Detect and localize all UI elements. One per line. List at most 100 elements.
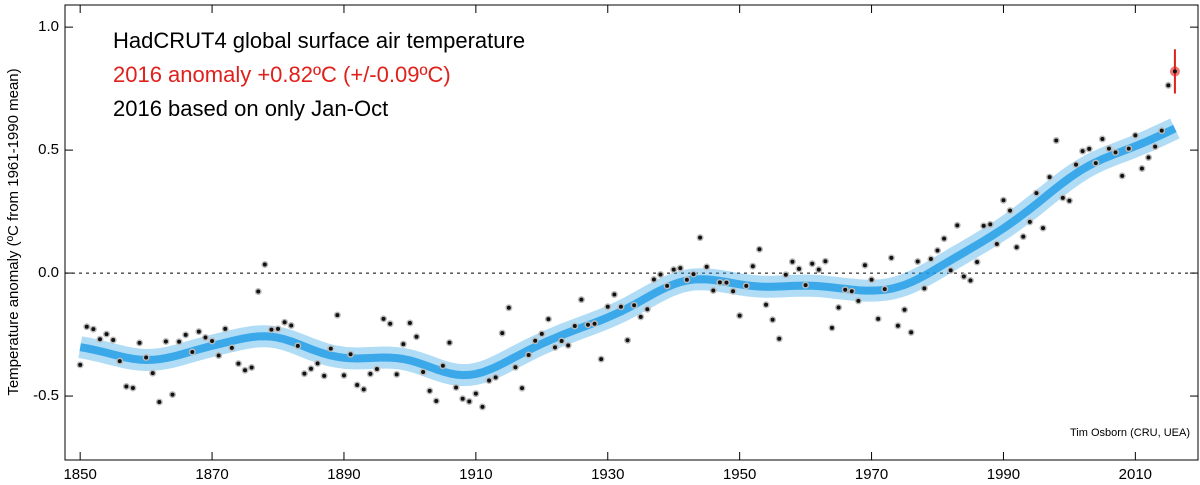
x-tick-label: 1930: [591, 466, 624, 483]
point: [665, 283, 670, 288]
point: [421, 369, 426, 374]
point: [849, 289, 854, 294]
point: [1133, 133, 1138, 138]
point: [559, 338, 564, 343]
point: [447, 340, 452, 345]
point: [480, 404, 485, 409]
point: [975, 260, 980, 265]
point: [1120, 173, 1125, 178]
x-tick-label: 1870: [195, 466, 228, 483]
point: [434, 398, 439, 403]
chart-note: 2016 based on only Jan-Oct: [113, 96, 388, 121]
point: [117, 359, 122, 364]
point: [942, 236, 947, 241]
x-tick-label: 1970: [855, 466, 888, 483]
point: [797, 266, 802, 271]
point: [1100, 137, 1105, 142]
point: [78, 362, 83, 367]
point: [895, 323, 900, 328]
point: [150, 371, 155, 376]
point: [823, 259, 828, 264]
point: [645, 307, 650, 312]
point: [170, 392, 175, 397]
point: [876, 316, 881, 321]
point: [968, 278, 973, 283]
y-axis-label: Temperature anomaly (ºC from 1961-1990 m…: [5, 68, 22, 395]
y-tick-label: -0.5: [33, 387, 59, 404]
point: [335, 313, 340, 318]
point: [599, 357, 604, 362]
x-tick-label: 2010: [1119, 466, 1152, 483]
point: [724, 280, 729, 285]
y-tick-label: 0.5: [38, 141, 59, 158]
point: [526, 352, 531, 357]
point: [506, 305, 511, 310]
point: [915, 259, 920, 264]
point: [1001, 198, 1006, 203]
point: [130, 385, 135, 390]
point: [381, 316, 386, 321]
point: [856, 298, 861, 303]
point: [163, 339, 168, 344]
point: [210, 338, 215, 343]
point: [104, 332, 109, 337]
point: [467, 399, 472, 404]
point: [572, 323, 577, 328]
point: [1008, 208, 1013, 213]
point: [407, 321, 412, 326]
point: [1106, 146, 1111, 151]
point: [902, 307, 907, 312]
point: [539, 331, 544, 336]
point: [1113, 150, 1118, 155]
point: [605, 304, 610, 309]
point: [764, 302, 769, 307]
chart-title: HadCRUT4 global surface air temperature: [113, 28, 525, 53]
point: [203, 335, 208, 340]
point: [704, 264, 709, 269]
point: [84, 324, 89, 329]
point: [124, 384, 129, 389]
point: [401, 342, 406, 347]
point: [295, 343, 300, 348]
point: [196, 329, 201, 334]
point: [632, 303, 637, 308]
point: [1172, 69, 1177, 74]
point: [618, 304, 623, 309]
point: [269, 327, 274, 332]
point: [737, 313, 742, 318]
chart-subtitle: 2016 anomaly +0.82ºC (+/-0.09ºC): [113, 62, 451, 87]
point: [322, 373, 327, 378]
point: [862, 263, 867, 268]
point: [177, 339, 182, 344]
point: [500, 331, 505, 336]
point: [262, 262, 267, 267]
point: [223, 326, 228, 331]
point: [1034, 191, 1039, 196]
credit: Tim Osborn (CRU, UEA): [1070, 427, 1190, 439]
point: [97, 337, 102, 342]
y-tick-label: 0.0: [38, 264, 59, 281]
point: [361, 387, 366, 392]
point: [585, 322, 590, 327]
point: [341, 373, 346, 378]
point: [658, 272, 663, 277]
point: [816, 267, 821, 272]
point: [684, 277, 689, 282]
point: [829, 325, 834, 330]
point: [348, 352, 353, 357]
point: [1014, 245, 1019, 250]
point: [691, 272, 696, 277]
point: [1047, 175, 1052, 180]
point: [1153, 144, 1158, 149]
point: [374, 367, 379, 371]
point: [651, 277, 656, 282]
point: [1067, 198, 1072, 203]
point: [1080, 149, 1085, 154]
point: [671, 267, 676, 272]
point: [513, 365, 518, 370]
point: [994, 242, 999, 247]
point: [731, 289, 736, 294]
point: [836, 305, 841, 310]
point: [256, 289, 261, 294]
